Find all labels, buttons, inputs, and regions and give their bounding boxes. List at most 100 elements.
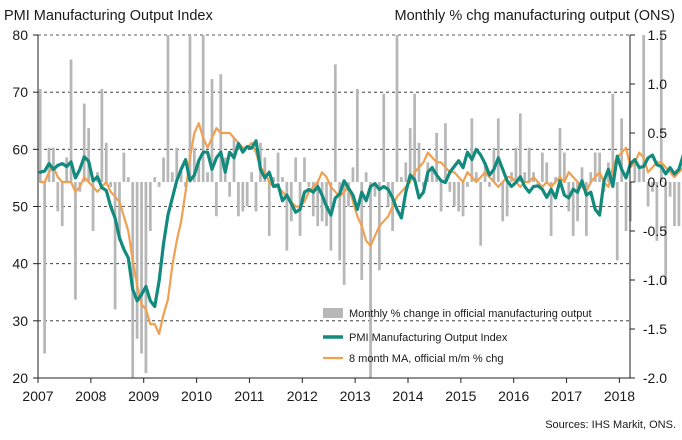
bar <box>519 113 522 182</box>
x-tick-label: 2014 <box>392 388 423 404</box>
bar <box>413 94 416 182</box>
bar <box>219 74 222 182</box>
bar <box>382 94 385 182</box>
bar <box>660 35 663 182</box>
legend-label-pmi: PMI Manufacturing Output Index <box>349 332 508 344</box>
x-tick-label: 2012 <box>287 388 318 404</box>
bar <box>83 104 86 182</box>
bar <box>74 182 77 300</box>
bar <box>101 89 104 182</box>
bar <box>246 182 249 207</box>
bar <box>241 182 244 211</box>
x-tick-label: 2013 <box>340 388 371 404</box>
right-axis-title: Monthly % chg manufacturing output (ONS) <box>395 8 675 24</box>
bar <box>149 182 152 231</box>
bar <box>669 182 672 197</box>
bar <box>559 128 562 182</box>
bar <box>140 182 143 354</box>
bar <box>303 158 306 183</box>
bar <box>87 128 90 182</box>
bar <box>308 182 311 187</box>
right-tick-label: -2.0 <box>643 370 667 386</box>
bar <box>369 182 372 378</box>
right-tick-label: 1.0 <box>648 76 668 92</box>
bar <box>497 118 500 182</box>
bar <box>162 158 165 183</box>
bar <box>633 162 636 182</box>
left-tick-label: 50 <box>12 199 28 215</box>
x-tick-label: 2010 <box>181 388 212 404</box>
left-tick-label: 40 <box>12 256 28 272</box>
bar <box>453 182 456 207</box>
bar <box>61 182 64 226</box>
bar <box>396 35 399 182</box>
bar <box>294 158 297 183</box>
bar <box>471 118 474 182</box>
right-tick-label: -1.5 <box>643 321 667 337</box>
bar <box>277 153 280 182</box>
bar <box>127 177 130 182</box>
bar <box>638 167 641 182</box>
x-tick-label: 2008 <box>75 388 106 404</box>
bar <box>281 177 284 182</box>
bar <box>343 182 346 285</box>
bar <box>488 182 491 187</box>
right-tick-label: 0.5 <box>648 125 668 141</box>
legend-label-bars: Monthly % change in official manufacturi… <box>349 308 592 320</box>
bar <box>515 148 518 182</box>
x-tick-label: 2017 <box>551 388 582 404</box>
bar <box>215 182 218 216</box>
bar <box>52 148 55 182</box>
bar <box>448 182 451 192</box>
bar <box>237 182 240 216</box>
bar <box>616 182 619 260</box>
left-tick-label: 30 <box>12 313 28 329</box>
x-tick-label: 2018 <box>604 388 635 404</box>
left-tick-label: 80 <box>12 27 28 43</box>
bar <box>466 182 469 187</box>
bar <box>462 182 465 216</box>
bar <box>352 167 355 182</box>
left-tick-label: 20 <box>12 370 28 386</box>
bar <box>444 123 447 182</box>
bar <box>400 177 403 182</box>
bar <box>268 182 271 236</box>
bar <box>457 182 460 211</box>
right-tick-label: -0.5 <box>643 223 667 239</box>
left-axis-title: PMI Manufacturing Output Index <box>4 8 213 24</box>
bar <box>56 182 59 211</box>
bar <box>440 182 443 211</box>
bar <box>171 172 174 182</box>
bar <box>39 89 42 182</box>
bar <box>673 182 676 226</box>
legend-swatch-bars <box>323 308 343 318</box>
bar <box>109 182 112 187</box>
bar <box>233 138 236 182</box>
legend-label-ma: 8 month MA, official m/m % chg <box>349 353 503 365</box>
bar <box>228 182 231 197</box>
bar <box>114 182 117 309</box>
bar <box>167 35 170 182</box>
bar <box>625 182 628 231</box>
bar <box>136 182 139 339</box>
bar <box>255 182 258 211</box>
left-tick-label: 60 <box>12 141 28 157</box>
bar <box>501 182 504 221</box>
bar <box>365 172 368 182</box>
left-tick-label: 70 <box>12 84 28 100</box>
bar <box>506 182 509 216</box>
bar <box>202 35 205 182</box>
x-tick-label: 2015 <box>445 388 476 404</box>
bar <box>123 153 126 182</box>
right-tick-label: 1.5 <box>648 27 668 43</box>
bar <box>158 182 161 187</box>
bar <box>598 153 601 182</box>
bar <box>65 158 68 183</box>
bar <box>541 153 544 182</box>
x-tick-label: 2016 <box>498 388 529 404</box>
bar <box>145 182 148 373</box>
x-tick-label: 2007 <box>22 388 53 404</box>
bar <box>404 162 407 182</box>
bar <box>105 143 108 182</box>
